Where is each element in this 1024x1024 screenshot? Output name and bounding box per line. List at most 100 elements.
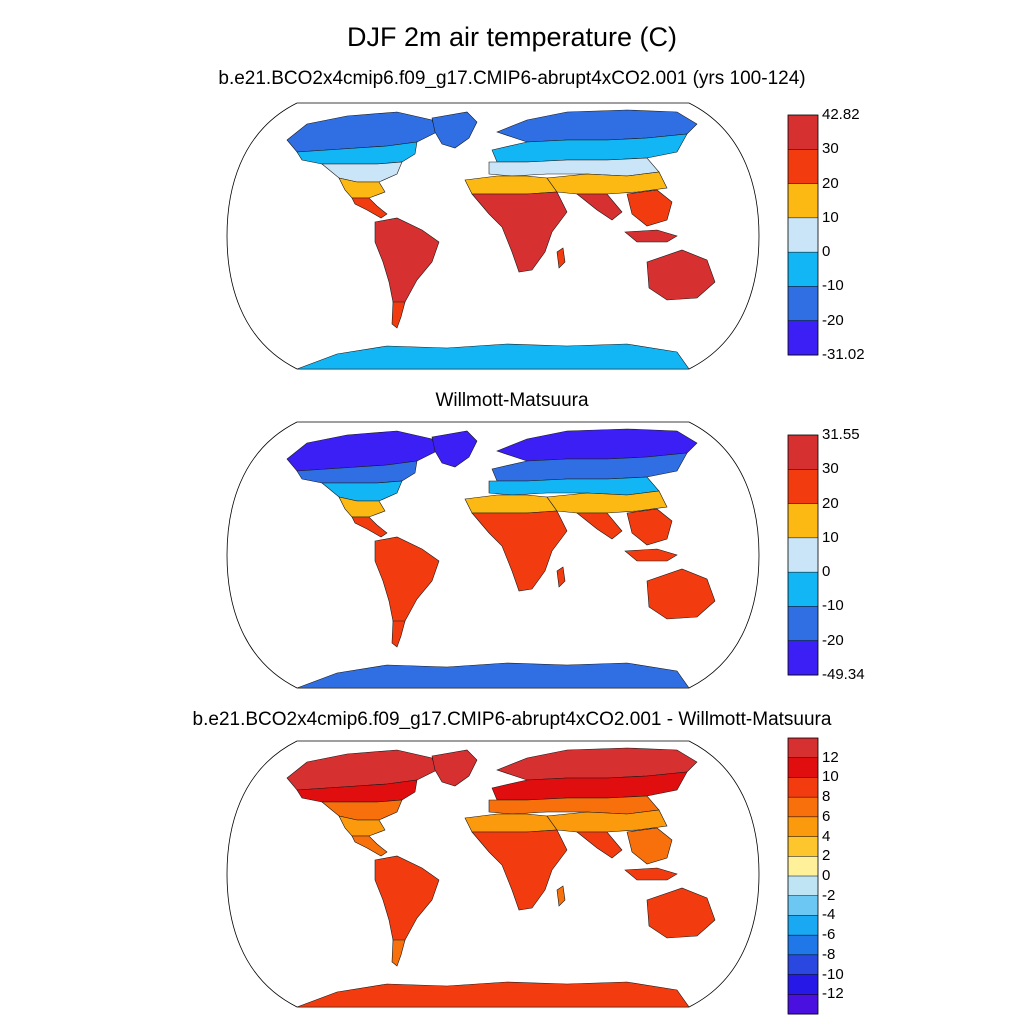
- colorbar-segment: [788, 974, 818, 995]
- colorbar-segment: [788, 777, 818, 798]
- land-antarctica: [296, 662, 690, 689]
- colorbar-segment: [788, 503, 818, 539]
- colorbar-label: 20: [822, 174, 839, 192]
- land-sa-asia: [576, 831, 623, 859]
- land-na-sub: [338, 815, 386, 837]
- colorbar-label: -20: [822, 631, 844, 649]
- colorbar-label: 2: [822, 847, 831, 865]
- land-se-asia: [626, 508, 673, 546]
- colorbar-segment: [788, 217, 818, 253]
- colorbar-label: -4: [822, 906, 836, 924]
- colorbar-segment: [788, 915, 818, 936]
- colorbar-label: -10: [822, 965, 844, 983]
- land-central: [351, 516, 388, 538]
- colorbar-segment: [788, 435, 818, 470]
- land-madagascar: [556, 885, 566, 907]
- land-central: [351, 835, 388, 857]
- colorbar-frame: [787, 434, 819, 676]
- colorbar-label: 8: [822, 788, 831, 806]
- colorbar-label: 4: [822, 827, 831, 845]
- land-na-temp: [296, 141, 418, 165]
- land-na-temp: [296, 460, 418, 484]
- land-na-sub: [338, 177, 386, 199]
- colorbar-label: 30: [822, 460, 839, 478]
- land-sa-south: [391, 620, 406, 648]
- panel-2-title: Willmott-Matsuura: [435, 390, 589, 411]
- colorbar-segment: [788, 183, 818, 219]
- panel-2-colorbar: [787, 434, 819, 676]
- colorbar-segment: [788, 876, 818, 897]
- colorbar-label: 10: [822, 528, 839, 546]
- land-na-temp: [296, 779, 418, 803]
- colorbar-segment: [788, 149, 818, 185]
- colorbar-label: -31.02: [822, 346, 865, 363]
- land-af-trop: [471, 191, 568, 273]
- colorbar-label: 30: [822, 140, 839, 158]
- colorbar-label: -2: [822, 886, 836, 904]
- panel-2-map: [226, 421, 760, 689]
- figure-title: DJF 2m air temperature (C): [346, 22, 678, 52]
- colorbar-segment: [788, 320, 818, 356]
- colorbar-segment: [788, 640, 818, 676]
- colorbar-segment: [788, 954, 818, 976]
- land-indonesia: [624, 867, 678, 881]
- colorbar-segment: [788, 994, 818, 1015]
- colorbar-segment: [788, 286, 818, 322]
- colorbar-segment: [788, 738, 818, 759]
- colorbar-frame: [787, 114, 819, 356]
- panel-3-colorbar: [787, 737, 819, 1015]
- land-sa-asia: [576, 193, 623, 221]
- colorbar-label: -8: [822, 945, 836, 963]
- land-se-asia: [626, 189, 673, 227]
- colorbar-label: -10: [822, 277, 844, 295]
- land-af-sub: [464, 175, 558, 195]
- land-af-sub: [464, 813, 558, 833]
- colorbar-label: -12: [822, 985, 844, 1003]
- colorbar-segment: [788, 935, 818, 956]
- land-af-trop: [471, 510, 568, 592]
- land-af-trop: [471, 829, 568, 911]
- colorbar-segment: [788, 469, 818, 505]
- colorbar-segment: [788, 572, 818, 607]
- land-se-asia: [626, 827, 673, 865]
- colorbar-label: -10: [822, 597, 844, 615]
- land-me-sub: [546, 809, 668, 833]
- panel-1-colorbar: [787, 114, 819, 356]
- land-me-sub: [546, 171, 668, 195]
- colorbar-segment: [788, 115, 818, 150]
- panel-3-map: [226, 740, 760, 1008]
- land-australia: [646, 249, 716, 301]
- land-greenland: [431, 430, 478, 468]
- colorbar-segment: [788, 252, 818, 287]
- land-sa-south: [391, 301, 406, 329]
- colorbar-label: -49.34: [822, 666, 865, 683]
- land-antarctica: [296, 981, 690, 1008]
- colorbar-segment: [788, 895, 818, 916]
- colorbar-segment: [788, 606, 818, 642]
- colorbar-label: -20: [822, 311, 844, 329]
- land-indonesia: [624, 229, 678, 243]
- land-sa-south: [391, 939, 406, 967]
- colorbar-label: 42.82: [822, 106, 860, 123]
- panel-1-map: [226, 102, 760, 370]
- land-australia: [646, 568, 716, 620]
- colorbar-segment: [788, 537, 818, 573]
- colorbar-segment: [788, 797, 818, 818]
- panel-3-title: b.e21.BCO2x4cmip6.f09_g17.CMIP6-abrupt4x…: [192, 709, 832, 730]
- colorbar-label: 0: [822, 563, 831, 581]
- land-me-sub: [546, 490, 668, 514]
- colorbar-label: 12: [822, 748, 839, 766]
- colorbar-label: 31.55: [822, 426, 860, 443]
- colorbar-label: 0: [822, 243, 831, 261]
- land-greenland: [431, 111, 478, 149]
- land-greenland: [431, 749, 478, 787]
- colorbar-label: 6: [822, 807, 831, 825]
- panel-1-title: b.e21.BCO2x4cmip6.f09_g17.CMIP6-abrupt4x…: [218, 68, 806, 89]
- colorbar-segment: [788, 856, 818, 877]
- colorbar-segment: [788, 816, 818, 838]
- land-antarctica: [296, 343, 690, 370]
- colorbar-label: 0: [822, 867, 831, 884]
- colorbar-label: -6: [822, 926, 836, 944]
- land-madagascar: [556, 566, 566, 588]
- land-central: [351, 197, 388, 219]
